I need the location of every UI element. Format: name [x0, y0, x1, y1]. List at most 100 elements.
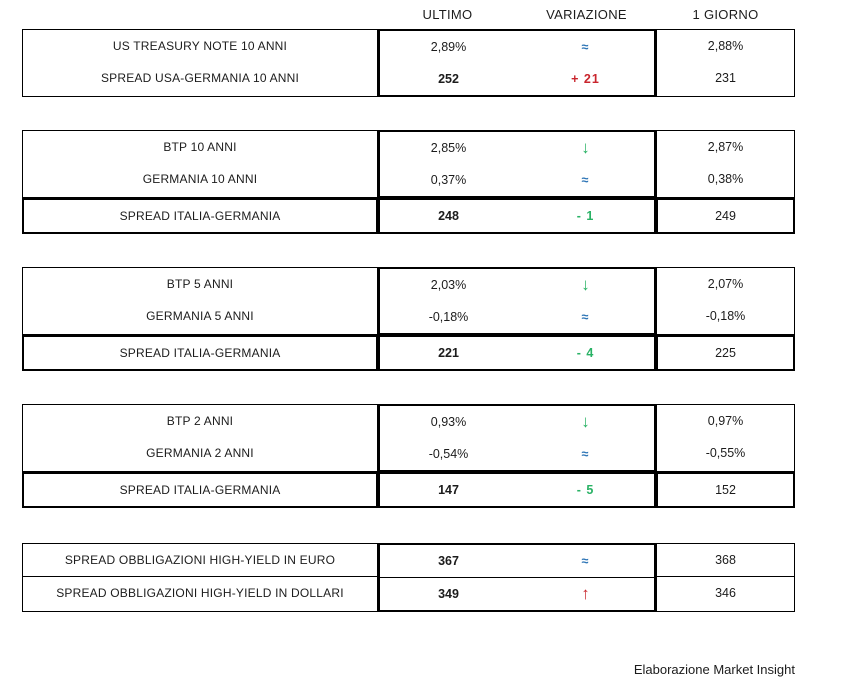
variazione-steady-symbol: ≈ — [581, 554, 590, 568]
variazione-steady-symbol: ≈ — [581, 40, 590, 54]
giorno-value: -0,18% — [705, 309, 746, 323]
instrument-label: BTP 2 ANNI — [166, 414, 234, 428]
giorno-column: 249 — [656, 198, 795, 234]
giorno-column: 152 — [656, 472, 795, 508]
down-arrow-icon: ↓ — [581, 412, 590, 431]
header-giorno: 1 GIORNO — [692, 6, 759, 22]
giorno-column: 2,07% -0,18% — [656, 267, 795, 335]
instrument-label: SPREAD OBBLIGAZIONI HIGH-YIELD IN DOLLAR… — [23, 576, 377, 609]
label-column: SPREAD ITALIA-GERMANIA — [22, 198, 378, 234]
ultimo-value: 0,93% — [430, 415, 467, 429]
table-btp-2y: BTP 2 ANNI GERMANIA 2 ANNI 0,93% ↓ -0,54… — [22, 404, 795, 508]
table-high-yield: SPREAD OBBLIGAZIONI HIGH-YIELD IN EURO S… — [22, 543, 795, 612]
band-spread: SPREAD ITALIA-GERMANIA 147 - 5 152 — [22, 472, 795, 508]
variazione-steady-symbol: ≈ — [581, 447, 590, 461]
ultimo-value: 2,89% — [430, 40, 467, 54]
ultimo-variazione-column: 2,03% ↓ -0,18% ≈ — [378, 267, 656, 335]
variazione-steady-symbol: ≈ — [581, 310, 590, 324]
ultimo-value: 2,85% — [430, 141, 467, 155]
table-row: 0,37% ≈ — [380, 164, 654, 196]
variazione-down-value: - 1 — [576, 209, 595, 223]
variazione-down-value: - 4 — [576, 346, 595, 360]
label-column: BTP 2 ANNI GERMANIA 2 ANNI — [22, 404, 378, 472]
table-row: -0,54% ≈ — [380, 438, 654, 470]
band-main: SPREAD OBBLIGAZIONI HIGH-YIELD IN EURO S… — [22, 543, 795, 612]
table-row: 221 - 4 — [380, 337, 654, 369]
giorno-column: 2,87% 0,38% — [656, 130, 795, 198]
ultimo-value: 367 — [438, 554, 459, 568]
label-column: US TREASURY NOTE 10 ANNI SPREAD USA-GERM… — [22, 29, 378, 97]
spread-label: SPREAD ITALIA-GERMANIA — [119, 483, 281, 497]
spread-label: SPREAD ITALIA-GERMANIA — [119, 346, 281, 360]
giorno-column: 0,97% -0,55% — [656, 404, 795, 472]
column-headers: ULTIMO VARIAZIONE 1 GIORNO — [22, 4, 795, 24]
giorno-value: 368 — [715, 553, 736, 567]
label-column: SPREAD ITALIA-GERMANIA — [22, 472, 378, 508]
variazione-up-value: + 21 — [571, 72, 600, 86]
giorno-value: 0,97% — [707, 414, 744, 428]
spread-label: SPREAD ITALIA-GERMANIA — [119, 209, 281, 223]
header-ultimo: ULTIMO — [422, 6, 473, 22]
giorno-column: 368 346 — [656, 543, 795, 612]
instrument-label: BTP 5 ANNI — [166, 277, 234, 291]
table-row: 252 + 21 — [380, 63, 654, 95]
giorno-column: 225 — [656, 335, 795, 371]
giorno-value: 231 — [715, 71, 736, 85]
table-btp-5y: BTP 5 ANNI GERMANIA 5 ANNI 2,03% ↓ -0,18… — [22, 267, 795, 371]
band-main: BTP 5 ANNI GERMANIA 5 ANNI 2,03% ↓ -0,18… — [22, 267, 795, 335]
ultimo-value: 248 — [438, 209, 459, 223]
giorno-value: 249 — [715, 209, 736, 223]
giorno-value: 2,87% — [707, 140, 744, 154]
header-variazione: VARIAZIONE — [546, 6, 627, 22]
ultimo-value: -0,54% — [428, 447, 469, 461]
label-column: BTP 10 ANNI GERMANIA 10 ANNI — [22, 130, 378, 198]
instrument-label: GERMANIA 2 ANNI — [146, 446, 254, 460]
label-column: SPREAD ITALIA-GERMANIA — [22, 335, 378, 371]
ultimo-value: 221 — [438, 346, 459, 360]
giorno-value: 0,38% — [707, 172, 744, 186]
instrument-label: BTP 10 ANNI — [163, 140, 237, 154]
giorno-value: 152 — [715, 483, 736, 497]
table-row: 2,85% ↓ — [380, 132, 654, 164]
ultimo-variazione-column: 221 - 4 — [378, 335, 656, 371]
table-row: 147 - 5 — [380, 474, 654, 506]
table-row: 349 ↑ — [380, 577, 654, 610]
instrument-label: GERMANIA 10 ANNI — [142, 172, 258, 186]
up-arrow-icon: ↑ — [581, 584, 590, 603]
ultimo-value: 2,03% — [430, 278, 467, 292]
band-spread: SPREAD ITALIA-GERMANIA 248 - 1 249 — [22, 198, 795, 234]
ultimo-variazione-column: 367 ≈ 349 ↑ — [378, 543, 656, 612]
ultimo-variazione-column: 2,89% ≈ 252 + 21 — [378, 29, 656, 97]
band-spread: SPREAD ITALIA-GERMANIA 221 - 4 225 — [22, 335, 795, 371]
attribution-text: Elaborazione Market Insight — [633, 662, 795, 677]
ultimo-value: 349 — [438, 587, 459, 601]
ultimo-value: 147 — [438, 483, 459, 497]
giorno-value: 225 — [715, 346, 736, 360]
ultimo-variazione-column: 0,93% ↓ -0,54% ≈ — [378, 404, 656, 472]
giorno-value: 2,88% — [707, 39, 744, 53]
instrument-label: US TREASURY NOTE 10 ANNI — [112, 39, 288, 53]
instrument-label: SPREAD OBBLIGAZIONI HIGH-YIELD IN EURO — [64, 553, 336, 567]
label-column: SPREAD OBBLIGAZIONI HIGH-YIELD IN EURO S… — [22, 543, 378, 612]
label-column: BTP 5 ANNI GERMANIA 5 ANNI — [22, 267, 378, 335]
ultimo-value: 252 — [438, 72, 459, 86]
rates-sheet: ULTIMO VARIAZIONE 1 GIORNO US TREASURY N… — [22, 4, 795, 677]
down-arrow-icon: ↓ — [581, 275, 590, 294]
band-main: BTP 2 ANNI GERMANIA 2 ANNI 0,93% ↓ -0,54… — [22, 404, 795, 472]
variazione-steady-symbol: ≈ — [581, 173, 590, 187]
ultimo-variazione-column: 147 - 5 — [378, 472, 656, 508]
ultimo-value: -0,18% — [428, 310, 469, 324]
band-main: US TREASURY NOTE 10 ANNI SPREAD USA-GERM… — [22, 29, 795, 97]
ultimo-variazione-column: 248 - 1 — [378, 198, 656, 234]
table-row: 248 - 1 — [380, 200, 654, 232]
table-btp-10y: BTP 10 ANNI GERMANIA 10 ANNI 2,85% ↓ 0,3… — [22, 130, 795, 234]
table-us-treasury-10y: US TREASURY NOTE 10 ANNI SPREAD USA-GERM… — [22, 29, 795, 97]
instrument-label: SPREAD USA-GERMANIA 10 ANNI — [100, 71, 300, 85]
giorno-value: 2,07% — [707, 277, 744, 291]
instrument-label: GERMANIA 5 ANNI — [146, 309, 254, 323]
ultimo-variazione-column: 2,85% ↓ 0,37% ≈ — [378, 130, 656, 198]
table-row: 2,03% ↓ — [380, 269, 654, 301]
giorno-value: -0,55% — [705, 446, 746, 460]
giorno-value: 346 — [657, 576, 794, 609]
band-main: BTP 10 ANNI GERMANIA 10 ANNI 2,85% ↓ 0,3… — [22, 130, 795, 198]
